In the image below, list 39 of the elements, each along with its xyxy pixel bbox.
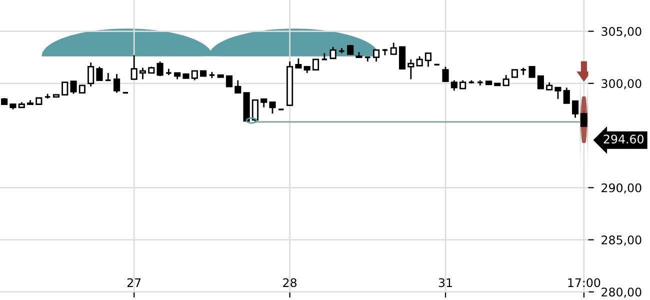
candlestick xyxy=(70,80,77,95)
candlestick xyxy=(295,58,302,68)
y-tick-label: 280,00 xyxy=(602,288,642,298)
candlestick xyxy=(139,67,146,80)
y-tick-label: 300,00 xyxy=(602,79,642,90)
candlestick xyxy=(398,46,406,70)
candlestick xyxy=(312,58,320,71)
candlestick xyxy=(450,80,458,92)
y-tick-label: 305,00 xyxy=(602,27,642,38)
x-tick-label: 28 xyxy=(283,278,297,288)
candlestick xyxy=(113,73,120,94)
candlestick xyxy=(537,75,544,90)
candlestick xyxy=(364,56,372,62)
candlestick xyxy=(234,80,242,94)
candlestick xyxy=(563,86,570,104)
candlestick xyxy=(191,70,198,81)
candlestick xyxy=(554,86,562,100)
candlestick xyxy=(502,74,510,86)
y-tick-label: 290,00 xyxy=(602,183,642,194)
candlestick xyxy=(424,52,432,68)
x-tick-label: 27 xyxy=(127,278,141,287)
x-tick-label: 17:00 xyxy=(568,278,600,288)
candlestick xyxy=(408,58,414,80)
candlestick xyxy=(390,42,397,55)
candlestick xyxy=(226,75,233,88)
candlestick xyxy=(156,60,164,77)
candlestick xyxy=(572,100,579,118)
candlestick xyxy=(62,82,68,96)
candlestick xyxy=(96,66,103,81)
y-tick-label: 285,00 xyxy=(602,236,642,246)
candlestick xyxy=(416,56,423,66)
candlestick xyxy=(88,62,94,88)
candlestick xyxy=(442,66,449,82)
candlestick xyxy=(528,66,536,78)
candlestick xyxy=(320,52,328,60)
text: 294.60 xyxy=(604,134,644,144)
candlestick xyxy=(269,101,276,114)
x-tick-label: 31 xyxy=(438,278,452,288)
candlestick xyxy=(252,99,258,123)
